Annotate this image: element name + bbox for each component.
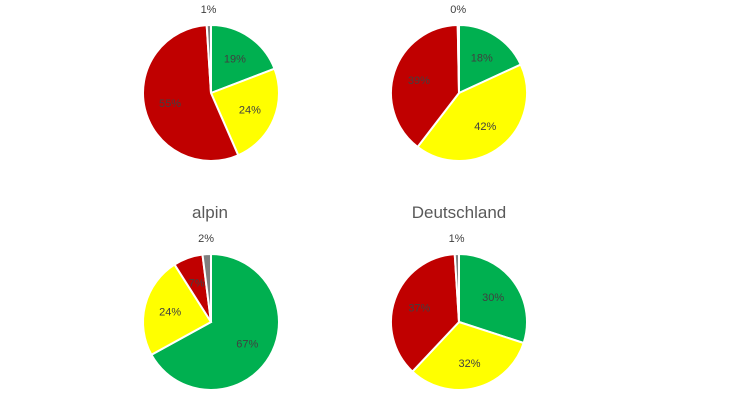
pie-slice-4-4	[453, 252, 460, 323]
pie-slice-2-2	[416, 63, 528, 162]
pie-label-4-3: 37%	[408, 303, 430, 315]
pie-slice-3-4	[201, 252, 212, 323]
pie-label-2-3: 39%	[408, 75, 430, 87]
pie-label-3-4: 2%	[198, 233, 214, 245]
pie-chart-3: 67% 24% 7% 2%	[142, 233, 280, 391]
pie-slice-1-3	[142, 24, 240, 162]
pie-label-3-2: 24%	[159, 307, 181, 319]
pie-label-1-1: 19%	[224, 53, 246, 65]
pie-chart-4: 30% 32% 37% 1%	[390, 233, 528, 391]
pie-slice-2-1	[458, 23, 523, 95]
pie-label-4-2: 32%	[458, 358, 480, 370]
pie-chart-1: 19% 24% 55% 1%	[142, 4, 280, 162]
chart-title-deutschland: Deutschland	[411, 203, 507, 222]
pie-slice-1-1	[210, 23, 276, 95]
pie-chart-2: 18% 42% 39% 0%	[390, 4, 528, 162]
pie-slice-1-4	[205, 23, 212, 94]
pie-label-1-2: 24%	[239, 104, 261, 116]
pie-slice-2-3	[390, 23, 461, 149]
pie-label-2-2: 42%	[474, 121, 496, 133]
pie-label-2-4: 0%	[450, 4, 466, 16]
pie-label-1-3: 55%	[159, 98, 181, 110]
pie-label-4-4: 1%	[449, 233, 465, 245]
chart-title-alpin: alpin	[192, 203, 228, 222]
pie-slice-4-3	[390, 253, 461, 373]
pie-slice-3-1	[150, 252, 280, 391]
pie-slice-4-1	[458, 252, 528, 345]
pie-label-3-1: 67%	[236, 338, 258, 350]
pie-label-2-1: 18%	[471, 52, 493, 64]
pie-slice-3-2	[142, 263, 213, 357]
pie-slice-2-4	[456, 23, 460, 94]
pie-slice-1-2	[209, 67, 280, 157]
pie-label-3-3: 7%	[189, 277, 205, 289]
pie-slice-4-2	[411, 320, 525, 391]
pie-label-4-1: 30%	[482, 292, 504, 304]
pie-label-1-4: 1%	[201, 4, 217, 16]
